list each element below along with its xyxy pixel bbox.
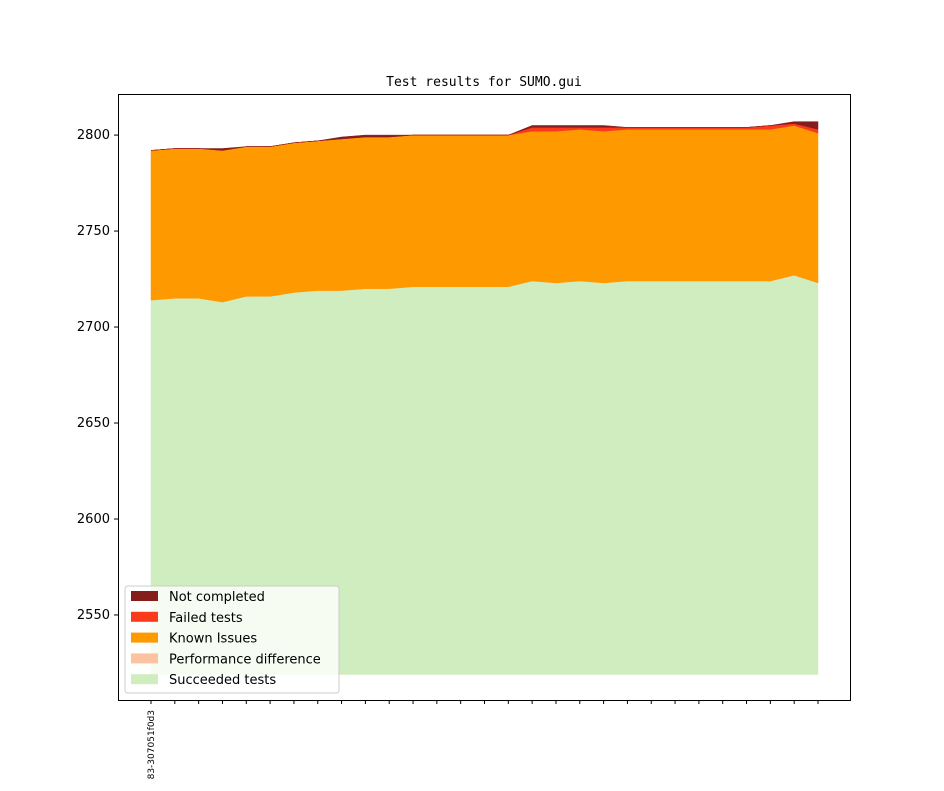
legend-swatch	[131, 674, 158, 685]
legend-swatch	[131, 591, 158, 601]
legend-label: Performance difference	[169, 652, 321, 667]
chart-title: Test results for SUMO.gui	[386, 75, 582, 90]
legend-label: Not completed	[169, 590, 265, 605]
y-tick-label: 2750	[77, 224, 110, 239]
legend-swatch	[131, 611, 158, 622]
area-not-completed	[150, 121, 819, 151]
y-tick-label: 2700	[77, 320, 110, 335]
legend-box	[124, 585, 340, 694]
legend-label: Failed tests	[169, 611, 243, 626]
x-tick-label: 83-307051f0d3	[147, 710, 157, 779]
y-tick-label: 2800	[77, 128, 110, 143]
legend: Not completed Failed tests Known Issues Per…	[124, 585, 340, 694]
legend-label: Succeeded tests	[169, 673, 276, 688]
y-tick-label: 2550	[77, 608, 110, 623]
legend-swatch	[131, 632, 158, 643]
legend-label: Known Issues	[169, 632, 257, 647]
y-tick-label: 2650	[77, 416, 110, 431]
legend-swatch	[131, 653, 158, 664]
y-tick-label: 2600	[77, 512, 110, 527]
area-known-issues	[150, 125, 819, 303]
